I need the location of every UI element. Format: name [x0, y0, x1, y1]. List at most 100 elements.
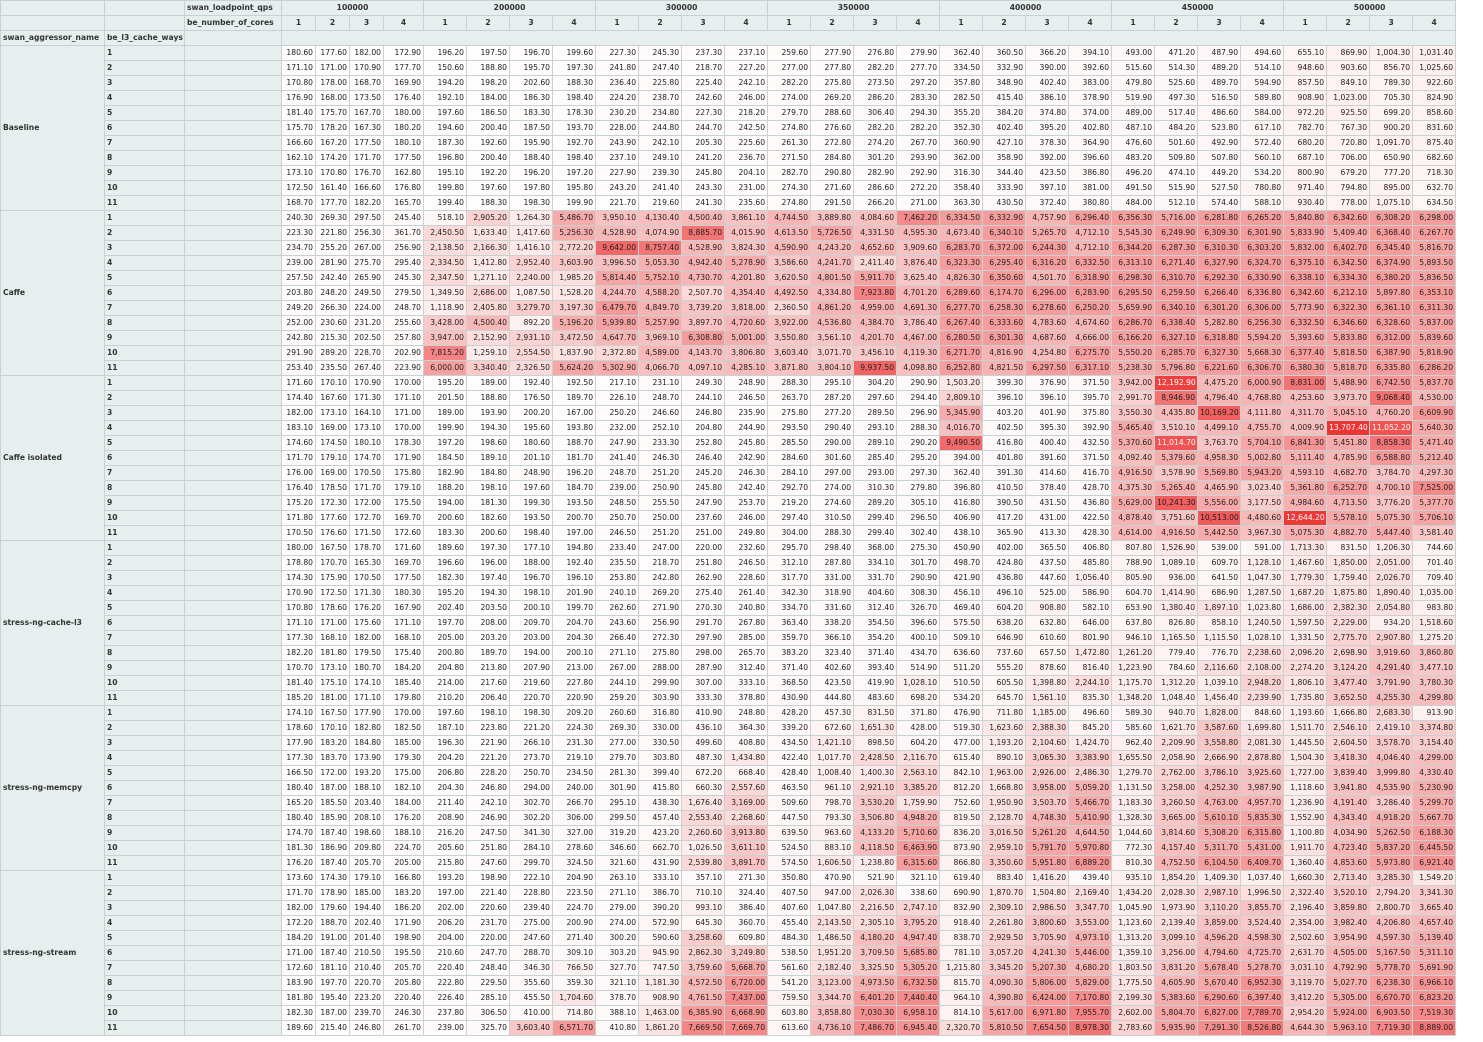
value-cell: 710.10: [681, 885, 726, 901]
value-cell: 3,806.80: [724, 345, 769, 361]
value-cell: 496.10: [982, 585, 1027, 601]
value-cell: 6,334.50: [939, 210, 984, 226]
value-cell: 3,996.50: [595, 255, 640, 271]
value-cell: 4,528.90: [595, 225, 640, 241]
value-cell: 883.40: [982, 870, 1027, 886]
row-filler: [184, 780, 282, 796]
row-filler: [184, 480, 282, 496]
value-cell: 214.00: [423, 675, 468, 691]
cores-header: 1: [939, 15, 984, 31]
value-cell: 4,435.80: [1154, 405, 1199, 421]
cores-header: 2: [315, 15, 350, 31]
value-cell: 327.70: [595, 960, 640, 976]
value-cell: 4,849.70: [638, 300, 683, 316]
value-cell: 299.90: [638, 675, 683, 691]
value-cell: 306.40: [853, 105, 898, 121]
value-cell: 5,550.20: [1111, 345, 1156, 361]
value-cell: 6,952.30: [1240, 975, 1285, 991]
value-cell: 2,405.80: [466, 300, 511, 316]
value-cell: 193.90: [466, 405, 511, 421]
cache-ways-cell: 10: [104, 180, 185, 196]
value-cell: 3,553.00: [1068, 915, 1113, 931]
value-cell: 1,025.60: [1412, 60, 1457, 76]
value-cell: 509.10: [939, 630, 984, 646]
value-cell: 236.40: [595, 75, 640, 91]
value-cell: 402.40: [982, 120, 1027, 136]
value-cell: 679.20: [1326, 165, 1371, 181]
value-cell: 7,519.30: [1412, 1005, 1457, 1021]
value-cell: 7,486.70: [853, 1020, 898, 1036]
value-cell: 4,390.80: [982, 990, 1027, 1006]
value-cell: 6,311.30: [1412, 300, 1457, 316]
value-cell: 5,278.90: [724, 255, 769, 271]
value-cell: 7,719.30: [1369, 1020, 1414, 1036]
value-cell: 6,315.80: [1240, 825, 1285, 841]
value-cell: 252.10: [638, 420, 683, 436]
value-cell: 3,855.70: [1240, 900, 1285, 916]
value-cell: 195.10: [423, 165, 468, 181]
value-cell: 2,182.40: [810, 960, 855, 976]
value-cell: 364.30: [724, 720, 769, 736]
value-cell: 6,823.20: [1412, 990, 1457, 1006]
value-cell: 4,475.20: [1197, 375, 1242, 391]
value-cell: 171.00: [315, 615, 350, 631]
value-cell: 3,603.40: [767, 345, 812, 361]
value-cell: 241.40: [638, 180, 683, 196]
value-cell: 251.80: [466, 840, 511, 856]
value-cell: 203.50: [466, 600, 511, 616]
value-cell: 172.30: [315, 495, 350, 511]
value-cell: 291.90: [281, 345, 316, 361]
value-cell: 172.00: [315, 765, 350, 781]
value-cell: 2,260.60: [681, 825, 726, 841]
value-cell: 396.60: [1068, 150, 1113, 166]
value-cell: 6,266.40: [1197, 285, 1242, 301]
value-cell: 253.80: [595, 570, 640, 586]
value-cell: 219.20: [767, 495, 812, 511]
value-cell: 354.20: [853, 630, 898, 646]
value-cell: 238.70: [638, 90, 683, 106]
value-cell: 261.40: [724, 585, 769, 601]
value-cell: 6,732.50: [896, 975, 941, 991]
value-cell: 348.90: [982, 75, 1027, 91]
value-cell: 312.40: [724, 660, 769, 676]
value-cell: 395.30: [1025, 420, 1070, 436]
value-cell: 253.40: [281, 360, 316, 376]
value-cell: 935.10: [1111, 870, 1156, 886]
value-cell: 777.20: [1369, 165, 1414, 181]
value-cell: 299.50: [595, 810, 640, 826]
row-level2-name: be_l3_cache_ways: [104, 30, 185, 46]
value-cell: 5,791.70: [1025, 840, 1070, 856]
value-cell: 269.30: [315, 210, 350, 226]
value-cell: 421.90: [939, 570, 984, 586]
value-cell: 5,943.20: [1240, 465, 1285, 481]
row-filler: [184, 930, 282, 946]
value-cell: 655.10: [1283, 45, 1328, 61]
value-cell: 232.00: [595, 420, 640, 436]
header-filler: [280, 30, 1457, 46]
value-cell: 177.70: [382, 60, 425, 76]
value-cell: 4,375.30: [1111, 480, 1156, 496]
value-cell: 244.10: [595, 675, 640, 691]
value-cell: 2,553.40: [681, 810, 726, 826]
value-cell: 5,594.20: [1240, 330, 1285, 346]
value-cell: 392.90: [1068, 420, 1113, 436]
value-cell: 364.90: [1068, 135, 1113, 151]
value-cell: 1,075.10: [1369, 195, 1414, 211]
value-cell: 632.80: [1025, 615, 1070, 631]
value-cell: 1,837.90: [552, 345, 597, 361]
value-cell: 307.00: [681, 675, 726, 691]
value-cell: 391.60: [1025, 450, 1070, 466]
value-cell: 228.70: [349, 345, 384, 361]
value-cell: 249.10: [638, 150, 683, 166]
value-cell: 5,305.20: [896, 960, 941, 976]
value-cell: 961.10: [810, 780, 855, 796]
value-cell: 338.20: [810, 615, 855, 631]
value-cell: 6,921.40: [1412, 855, 1457, 871]
value-cell: 431.00: [1025, 510, 1070, 526]
value-cell: 496.20: [1111, 165, 1156, 181]
value-cell: 1,044.60: [1111, 825, 1156, 841]
value-cell: 188.80: [466, 60, 511, 76]
value-cell: 3,759.60: [681, 960, 726, 976]
row-filler: [184, 90, 282, 106]
value-cell: 203.80: [281, 285, 316, 301]
